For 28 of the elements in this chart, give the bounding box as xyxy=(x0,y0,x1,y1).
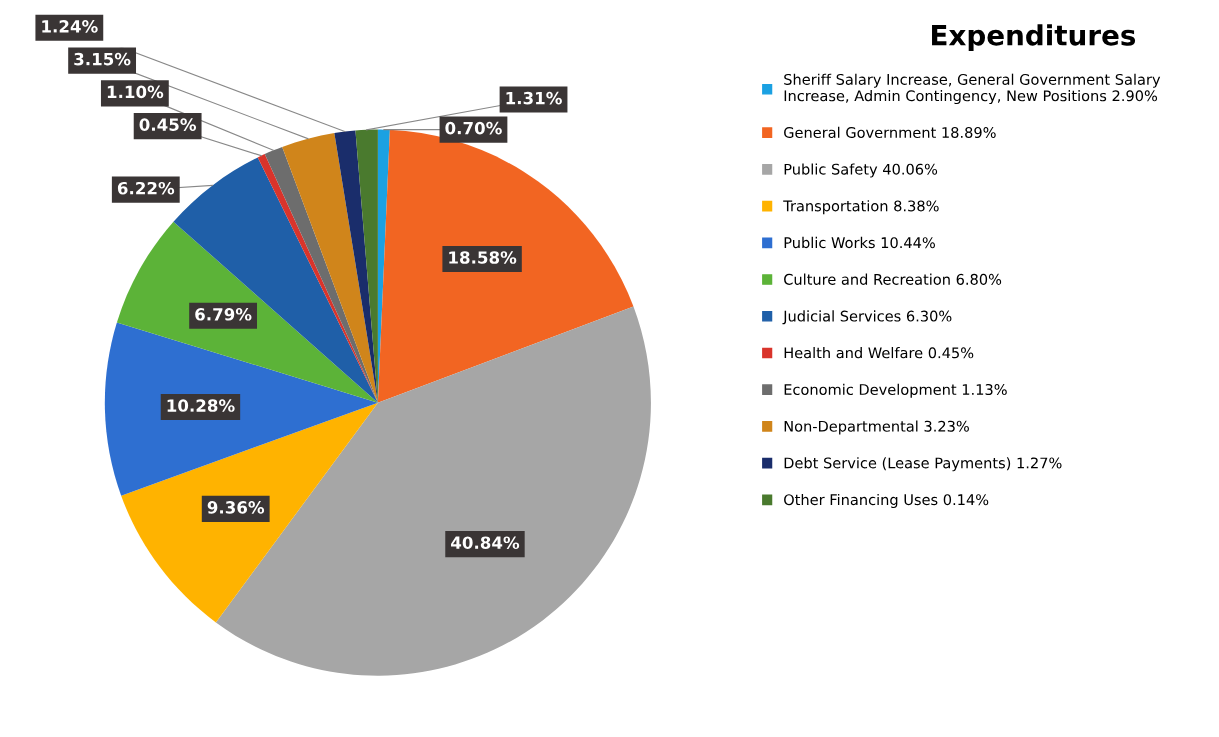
legend-label: Transportation 8.38% xyxy=(783,200,939,215)
legend-label: Non-Departmental 3.23% xyxy=(784,420,969,435)
data-label: 18.58% xyxy=(449,251,517,264)
legend-title: Expenditures xyxy=(932,24,1136,52)
data-label: 9.36% xyxy=(207,501,265,514)
data-label: 1.24% xyxy=(42,20,98,33)
legend-label: Judicial Services 6.30% xyxy=(782,310,952,325)
data-label: 1.31% xyxy=(506,91,562,105)
legend-label: General Government 18.89% xyxy=(784,126,996,138)
data-label: 10.28% xyxy=(167,399,235,412)
data-label: 0.70% xyxy=(445,121,502,135)
data-label: 1.10% xyxy=(107,85,164,99)
legend-label: Sheriff Salary Increase, General Government Salary Increase, Admin Contingency, New Positions 2.90% xyxy=(784,73,1161,105)
data-label: 40.84% xyxy=(451,536,520,550)
data-label: 3.15% xyxy=(74,52,131,66)
legend-label: Debt Service (Lease Payments) 1.27% xyxy=(784,457,1062,472)
pie-slice xyxy=(104,322,378,496)
pie-slice xyxy=(282,133,378,403)
legend-label: Culture and Recreation 6.80% xyxy=(784,273,1002,285)
legend-label: Economic Development 1.13% xyxy=(784,383,1007,398)
legend-label: Public Safety 40.06% xyxy=(784,163,938,178)
data-label: 6.79% xyxy=(195,308,252,321)
data-label: 0.45% xyxy=(139,118,197,131)
legend-label: Public Works 10.44% xyxy=(784,236,935,249)
legend-label: Health and Welfare 0.45% xyxy=(784,347,974,359)
pie-slice xyxy=(334,130,378,403)
data-label: 6.22% xyxy=(117,181,175,195)
legend-label: Other Financing Uses 0.14% xyxy=(784,493,989,509)
